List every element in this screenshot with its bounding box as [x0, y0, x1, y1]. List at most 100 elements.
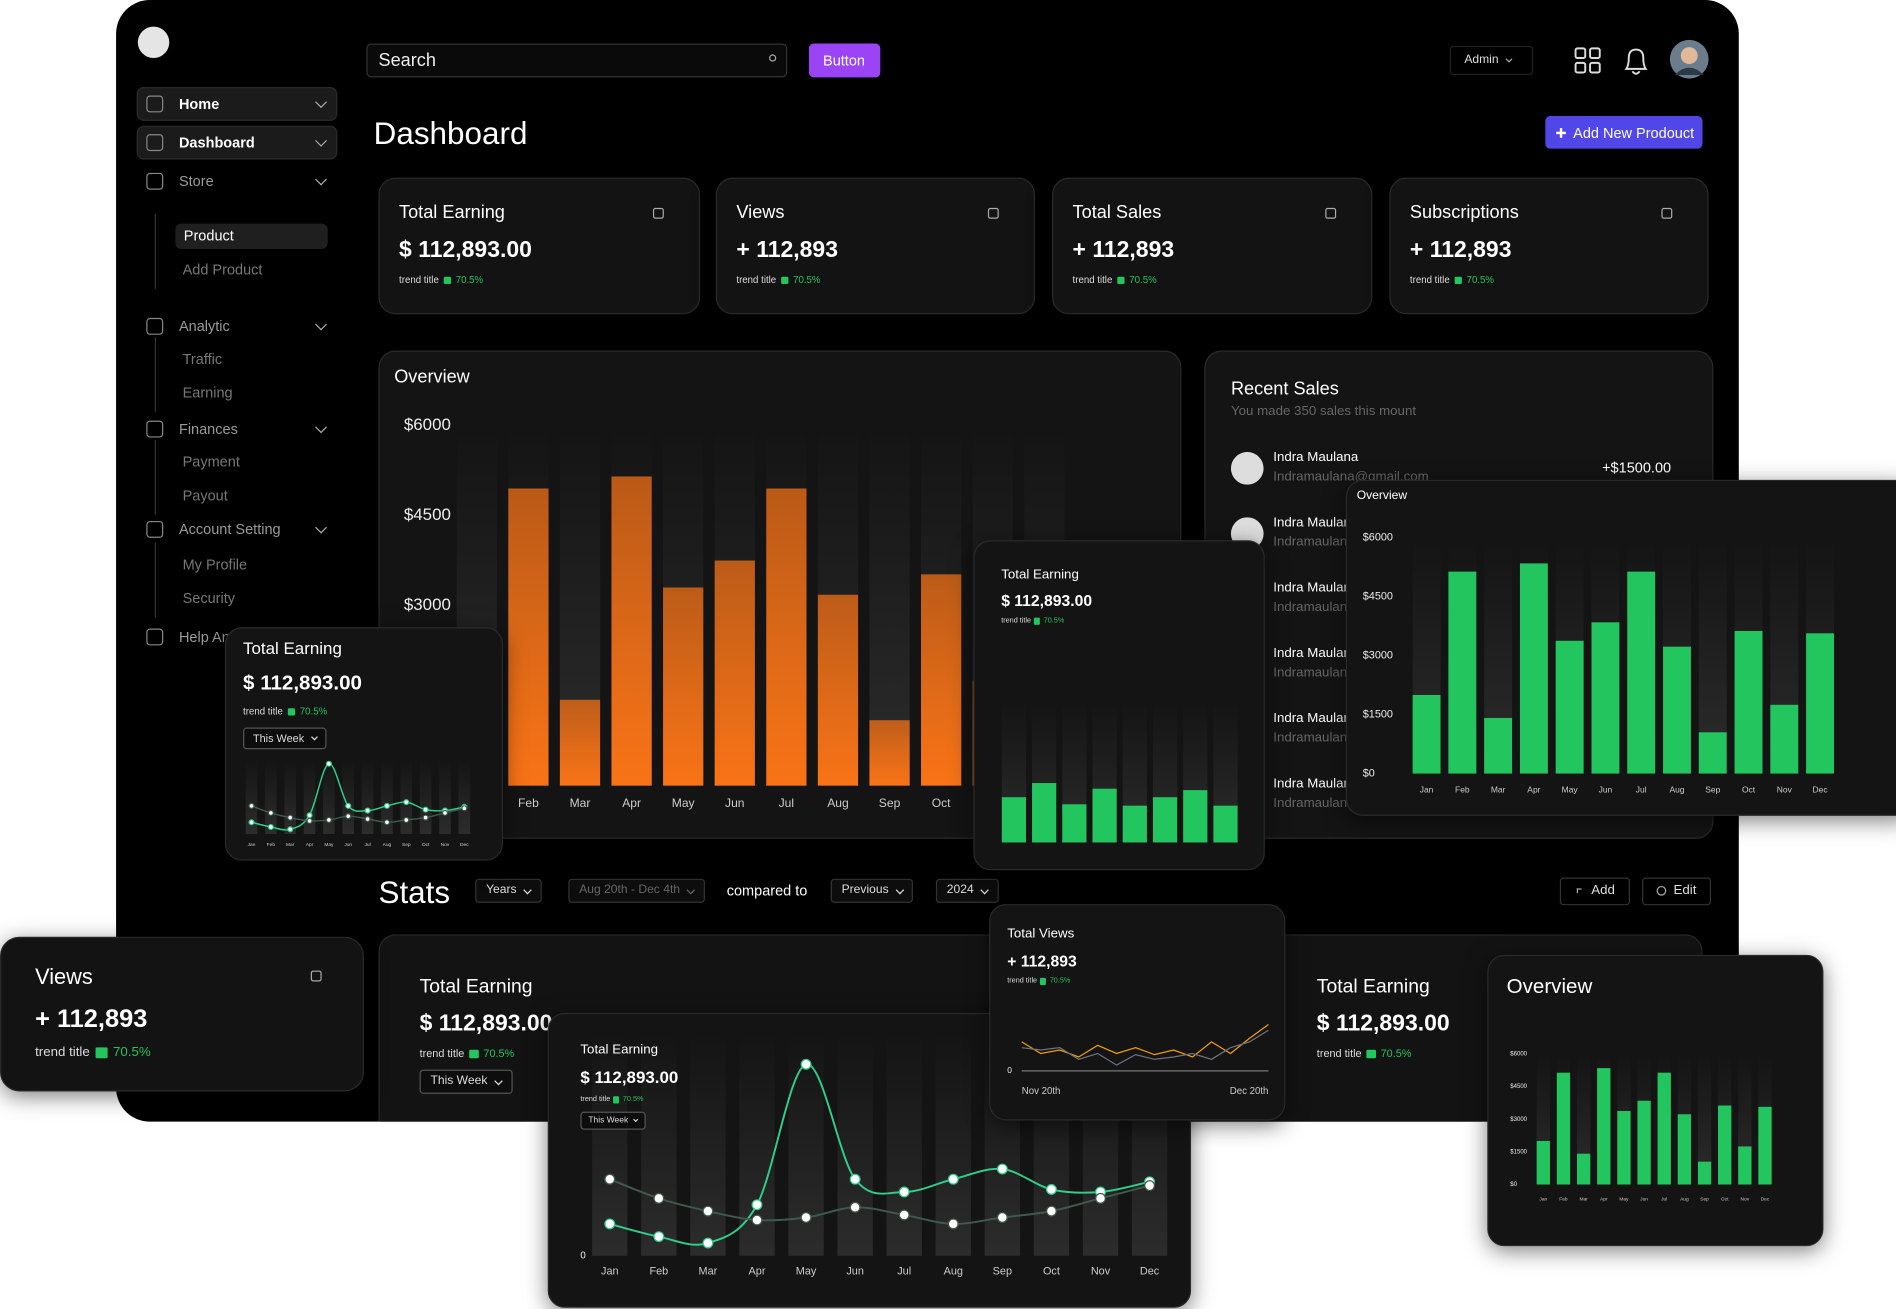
add-product-button[interactable]	[1545, 116, 1703, 149]
role-select[interactable]	[1449, 45, 1534, 75]
bar	[1806, 633, 1835, 774]
x-tick-label: Apr	[1527, 785, 1540, 795]
apps-icon[interactable]	[1574, 47, 1601, 74]
point	[364, 815, 371, 823]
trend-icon	[95, 1047, 108, 1059]
nav-sub-label: Traffic	[182, 350, 223, 368]
stat-value: $ 112,893.00	[399, 237, 532, 263]
x-tick-label: Feb	[1559, 1196, 1568, 1202]
card-icon	[1661, 207, 1673, 219]
nav-icon	[146, 520, 164, 538]
y-tick-label: $0	[1510, 1182, 1517, 1188]
dropdown[interactable]: Years	[475, 878, 542, 903]
point	[441, 809, 449, 816]
x-tick-label: Dec	[1761, 1196, 1770, 1202]
x-tick-label: Nov	[1741, 1196, 1750, 1202]
bar-track	[245, 759, 258, 834]
stat-card	[1051, 177, 1373, 315]
chart: 0 Jan Feb Mar Apr May Jun Jul Aug Sep Oct Nov Dec	[580, 1033, 1168, 1277]
chart-card	[989, 904, 1286, 1121]
nav-icon	[146, 420, 164, 438]
sale-name: Indra Maulana	[1273, 515, 1359, 531]
bar	[1001, 797, 1026, 843]
point	[702, 1237, 714, 1249]
bar-track	[690, 1033, 726, 1256]
bar	[1556, 1072, 1571, 1185]
x-tick-label: Jul	[779, 796, 794, 810]
bar-track	[1576, 1053, 1591, 1185]
dropdown-chevron	[523, 885, 532, 894]
trend-value: 70.5%	[1380, 1047, 1412, 1060]
x-tick-label: Aug	[944, 1265, 963, 1277]
dropdown[interactable]: 2024	[935, 878, 999, 903]
y-tick-label: $0	[1363, 767, 1375, 779]
search-box[interactable]	[366, 43, 788, 78]
point	[604, 1218, 616, 1230]
dropdown[interactable]: This Week	[243, 727, 327, 750]
x-tick-label: Mar	[699, 1265, 718, 1277]
recent-sales-subtitle: You made 350 sales this mount	[1230, 404, 1417, 419]
chart-headline: + 112,893	[1007, 951, 1077, 970]
y-tick-label: $4500	[1510, 1084, 1527, 1090]
trend-value: 70.5%	[793, 274, 821, 286]
x-tick-label: Dec	[1813, 785, 1828, 795]
x-tick-label: May	[1562, 785, 1579, 795]
point	[996, 1163, 1008, 1175]
x-tick-label: Apr	[306, 842, 314, 848]
sidebar-avatar[interactable]	[137, 26, 170, 59]
trend-icon	[287, 707, 296, 717]
point	[1144, 1180, 1156, 1192]
chart-headline: $ 112,893.00	[1001, 591, 1093, 610]
point	[422, 814, 429, 821]
bar	[1576, 1153, 1591, 1185]
stat-title: Views	[736, 202, 785, 224]
nav-sub-label: Payment	[182, 453, 240, 471]
dropdown[interactable]: This Week	[419, 1069, 513, 1094]
stats-card-value: $ 112,893.00	[1316, 1011, 1450, 1037]
stat-value: + 112,893	[736, 237, 838, 263]
x-tick-label: Nov	[441, 842, 450, 848]
x-tick-label: May	[1619, 1196, 1629, 1202]
nav-item-bg[interactable]	[136, 125, 338, 160]
action-label: Edit	[1673, 882, 1697, 898]
x-tick-label: May	[324, 842, 334, 848]
dropdown-chevron	[687, 885, 696, 894]
nav-label: Store	[178, 172, 214, 190]
bar	[714, 560, 755, 786]
trend-label: trend title	[1316, 1047, 1362, 1060]
dropdown[interactable]: Aug 20th - Dec 4th	[568, 878, 705, 903]
dropdown[interactable]: This Week	[580, 1111, 647, 1130]
line	[1021, 1029, 1269, 1066]
x-tick-label: Jan	[1420, 785, 1434, 795]
nav-selected-bg[interactable]	[175, 223, 328, 249]
stats-card-value: $ 112,893.00	[419, 1011, 553, 1037]
stat-title: Total Earning	[399, 202, 505, 224]
point	[364, 807, 371, 814]
bell-icon[interactable]	[1624, 48, 1648, 75]
bar	[1663, 646, 1691, 774]
nav-tree-line	[154, 439, 156, 515]
point	[947, 1218, 959, 1230]
x-tick-label: Dec 20th	[1230, 1086, 1269, 1097]
bar	[1062, 804, 1087, 843]
card-icon	[1325, 207, 1337, 219]
stat-card	[1389, 177, 1709, 315]
x-tick-label: Feb	[267, 842, 276, 848]
chart-title: Overview	[1506, 974, 1593, 998]
nav-item-bg[interactable]	[136, 87, 338, 121]
dropdown-label: This Week	[430, 1074, 488, 1088]
trend: trend title 70.5%	[1007, 978, 1070, 985]
dropdown[interactable]: Previous	[830, 878, 914, 903]
line	[251, 763, 465, 831]
user-avatar-body	[1674, 67, 1704, 75]
x-tick-label: Sep	[402, 842, 411, 848]
action-button[interactable]	[1642, 877, 1711, 906]
point	[461, 805, 468, 812]
x-tick-label: Nov	[1777, 785, 1793, 795]
point	[800, 1212, 812, 1223]
x-tick-label: Oct	[1742, 785, 1756, 795]
primary-button[interactable]	[808, 43, 881, 78]
action-button[interactable]	[1559, 877, 1630, 906]
trend-value: 70.5%	[1466, 274, 1495, 286]
